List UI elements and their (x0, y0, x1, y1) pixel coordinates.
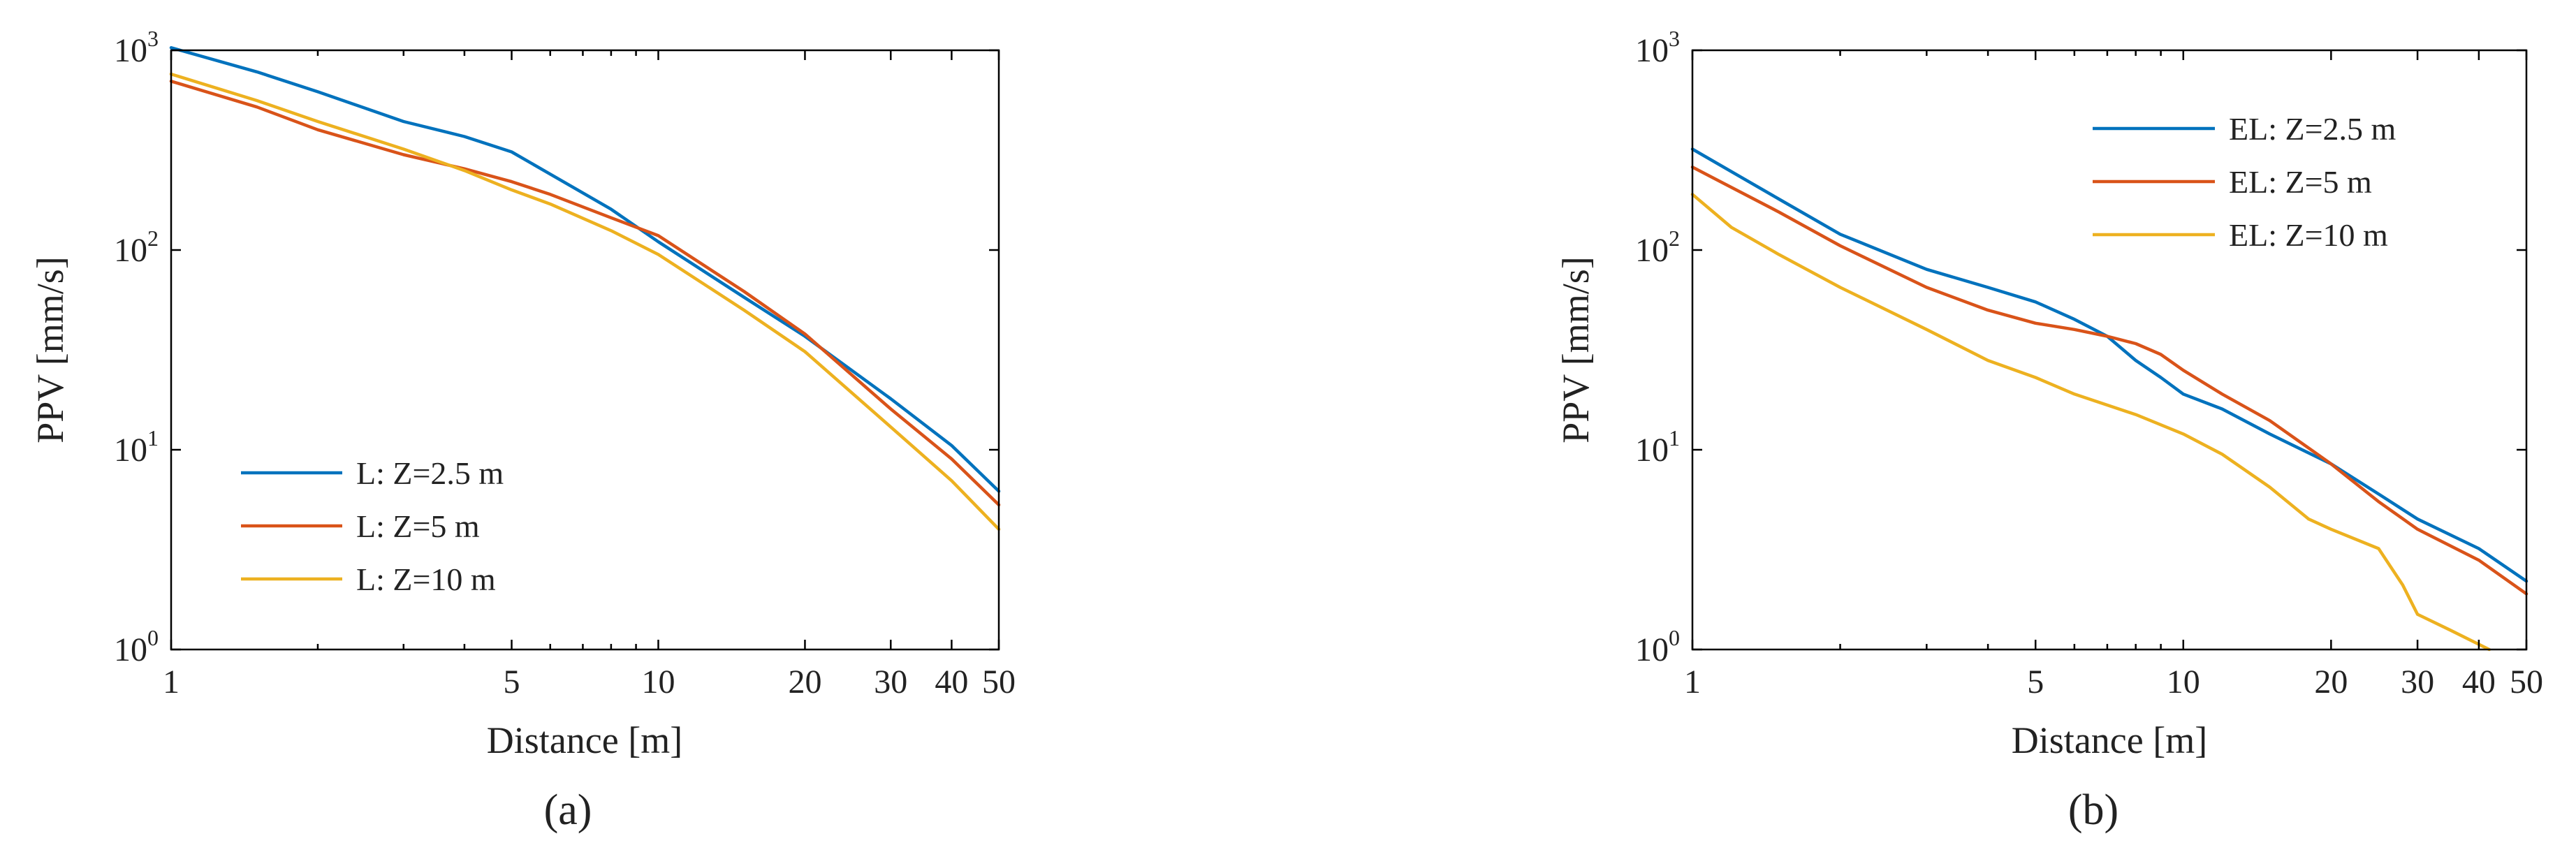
chart-panel-a: 1 5 10 20 30 40 50 100 101 102 103 PPV [mm/s] Dist… (0, 0, 1044, 866)
legend: EL: Z=2.5 m EL: Z=5 m EL: Z=10 m (2093, 111, 2396, 253)
y-tick-label: 103 (1635, 26, 1680, 69)
legend-label: L: Z=10 m (356, 562, 496, 597)
x-tick-label: 30 (2401, 663, 2434, 700)
y-tick-label: 102 (114, 226, 159, 269)
x-tick-label: 50 (982, 663, 1016, 700)
y-tick-label: 102 (1635, 226, 1680, 269)
chart-caption: (b) (2068, 786, 2118, 834)
x-tick-label: 5 (2027, 663, 2044, 700)
x-tick-label: 20 (788, 663, 821, 700)
y-tick-label: 100 (114, 625, 159, 668)
x-axis-label: Distance [m] (487, 719, 682, 761)
plot-area-frame (1691, 49, 2528, 651)
x-tick-label: 1 (1684, 663, 1701, 700)
legend-label: L: Z=5 m (356, 508, 480, 544)
legend-label: L: Z=2.5 m (356, 455, 504, 491)
legend: L: Z=2.5 m L: Z=5 m L: Z=10 m (241, 455, 504, 597)
legend-label: EL: Z=2.5 m (2229, 111, 2396, 147)
y-tick-label: 103 (114, 26, 159, 69)
x-tick-label: 10 (641, 663, 675, 700)
chart-panel-b: 1 5 10 20 30 40 50 100 101 102 103 PPV [mm/s] Dist… (1532, 0, 2576, 866)
y-tick-label: 101 (1635, 425, 1680, 469)
x-axis-label: Distance [m] (2012, 719, 2207, 761)
x-tick-label: 50 (2510, 663, 2543, 700)
y-axis-label: PPV [mm/s] (1555, 256, 1597, 443)
legend-label: EL: Z=5 m (2229, 164, 2372, 200)
x-tick-label: 1 (163, 663, 180, 700)
x-tick-label: 30 (874, 663, 907, 700)
series-line-2 (1690, 166, 2529, 596)
plot-area-frame (170, 49, 1000, 651)
x-tick-label: 20 (2314, 663, 2348, 700)
x-tick-label: 40 (2462, 663, 2496, 700)
x-tick-label: 40 (935, 663, 968, 700)
series-line-1 (169, 46, 1001, 493)
series-line-3 (169, 72, 1001, 531)
y-axis-label: PPV [mm/s] (29, 256, 71, 443)
y-tick-label: 101 (114, 425, 159, 469)
chart-caption: (a) (544, 786, 592, 834)
legend-label: EL: Z=10 m (2229, 217, 2388, 253)
series-line-3 (1690, 193, 2491, 652)
x-tick-label: 10 (2167, 663, 2200, 700)
chart-a-svg: 1 5 10 20 30 40 50 100 101 102 103 PPV [mm/s] Dist… (29, 26, 1016, 834)
x-tick-label: 5 (504, 663, 520, 700)
series-line-2 (169, 80, 1001, 507)
series-line-1 (1690, 147, 2529, 583)
y-tick-label: 100 (1635, 625, 1680, 668)
chart-b-svg: 1 5 10 20 30 40 50 100 101 102 103 PPV [mm/s] Dist… (1555, 26, 2543, 834)
